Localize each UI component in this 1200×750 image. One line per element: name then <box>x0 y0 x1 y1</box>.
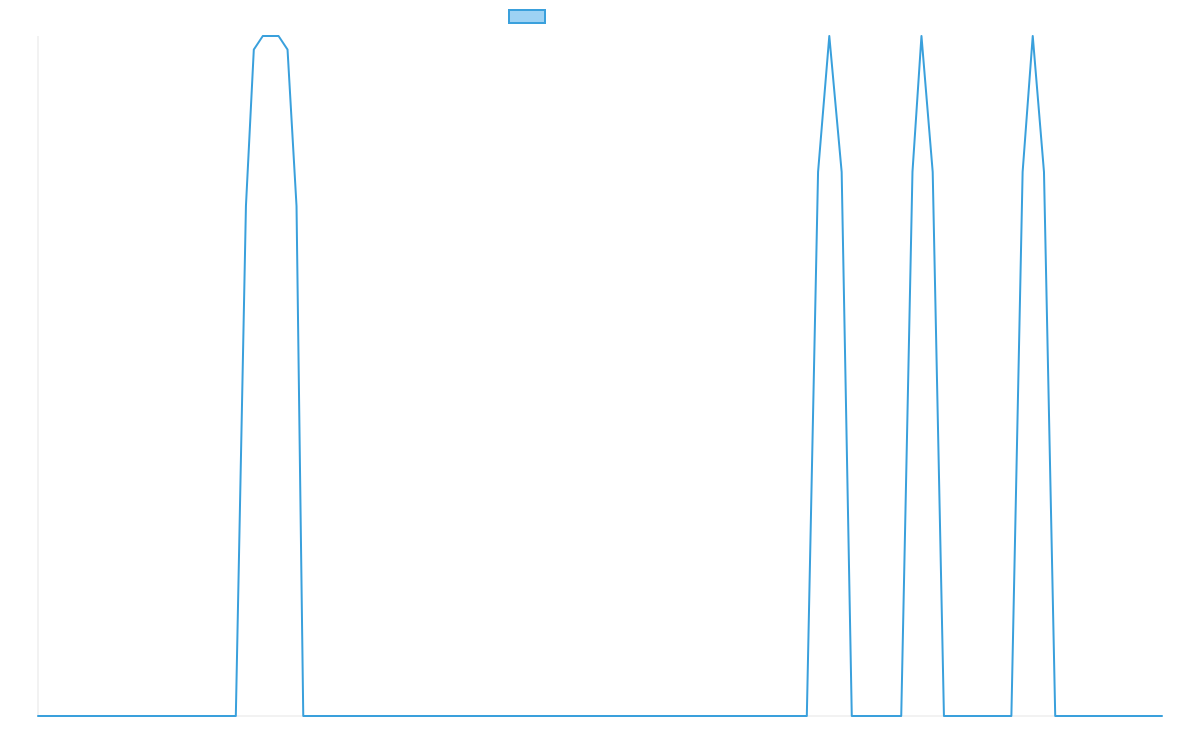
series-layer <box>37 35 1163 717</box>
legend-item[interactable] <box>508 9 552 24</box>
legend-swatch <box>508 9 546 24</box>
series-line-0 <box>37 35 1163 717</box>
